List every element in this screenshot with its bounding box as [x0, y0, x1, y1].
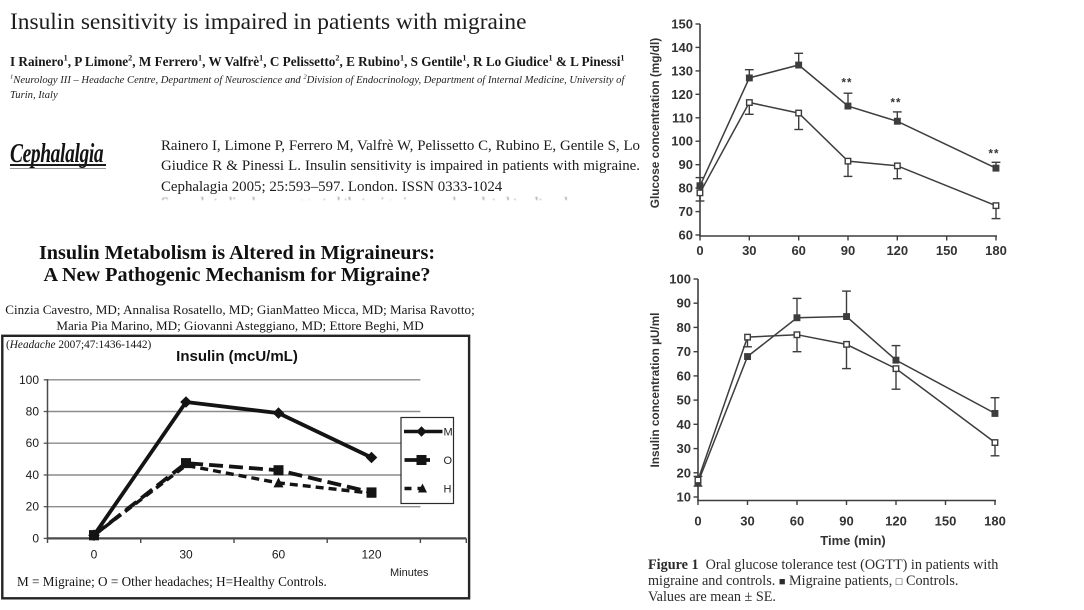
svg-text:60: 60	[272, 548, 286, 562]
svg-text:20: 20	[677, 465, 691, 480]
svg-text:100: 100	[19, 373, 39, 387]
svg-text:Minutes: Minutes	[390, 567, 429, 579]
svg-text:20: 20	[26, 500, 40, 514]
svg-text:**: **	[891, 98, 902, 110]
svg-text:O: O	[444, 455, 453, 467]
svg-text:120: 120	[671, 87, 693, 102]
svg-text:80: 80	[679, 181, 693, 196]
svg-text:140: 140	[671, 40, 693, 55]
svg-text:100: 100	[671, 134, 693, 149]
svg-text:90: 90	[677, 296, 691, 311]
svg-text:90: 90	[679, 157, 693, 172]
svg-text:80: 80	[26, 405, 40, 419]
svg-text:**: **	[989, 149, 1000, 161]
svg-text:0: 0	[32, 531, 39, 545]
svg-text:70: 70	[679, 204, 693, 219]
svg-text:40: 40	[677, 417, 691, 432]
svg-text:50: 50	[677, 393, 691, 408]
svg-text:100: 100	[669, 272, 691, 287]
svg-text:60: 60	[679, 228, 693, 243]
svg-text:60: 60	[26, 436, 40, 450]
svg-text:30: 30	[677, 441, 691, 456]
svg-text:150: 150	[671, 17, 693, 32]
svg-text:Insulin concentration µU/ml: Insulin concentration µU/ml	[648, 313, 662, 468]
svg-text:30: 30	[740, 514, 754, 529]
svg-text:90: 90	[841, 243, 855, 258]
svg-text:40: 40	[26, 468, 40, 482]
svg-text:60: 60	[790, 514, 804, 529]
svg-text:H: H	[444, 484, 452, 496]
svg-text:60: 60	[791, 243, 805, 258]
svg-text:90: 90	[839, 514, 853, 529]
svg-text:0: 0	[91, 548, 98, 562]
svg-text:180: 180	[984, 514, 1006, 529]
svg-text:120: 120	[886, 243, 908, 258]
svg-text:Time (min): Time (min)	[820, 533, 886, 548]
svg-text:150: 150	[936, 243, 958, 258]
svg-text:150: 150	[935, 514, 957, 529]
svg-text:80: 80	[677, 320, 691, 335]
svg-text:M: M	[444, 427, 453, 439]
svg-text:120: 120	[361, 548, 381, 562]
svg-text:130: 130	[671, 63, 693, 78]
svg-text:70: 70	[677, 344, 691, 359]
svg-text:Glucose concentration (mg/dl): Glucose concentration (mg/dl)	[648, 38, 662, 208]
svg-text:30: 30	[742, 243, 756, 258]
svg-text:120: 120	[885, 514, 907, 529]
svg-text:110: 110	[672, 110, 693, 125]
svg-text:30: 30	[179, 548, 193, 562]
svg-text:10: 10	[677, 490, 691, 505]
svg-text:0: 0	[694, 514, 701, 529]
svg-text:180: 180	[985, 243, 1007, 258]
svg-text:60: 60	[677, 368, 691, 383]
svg-text:0: 0	[696, 243, 703, 258]
svg-text:**: **	[842, 78, 853, 90]
